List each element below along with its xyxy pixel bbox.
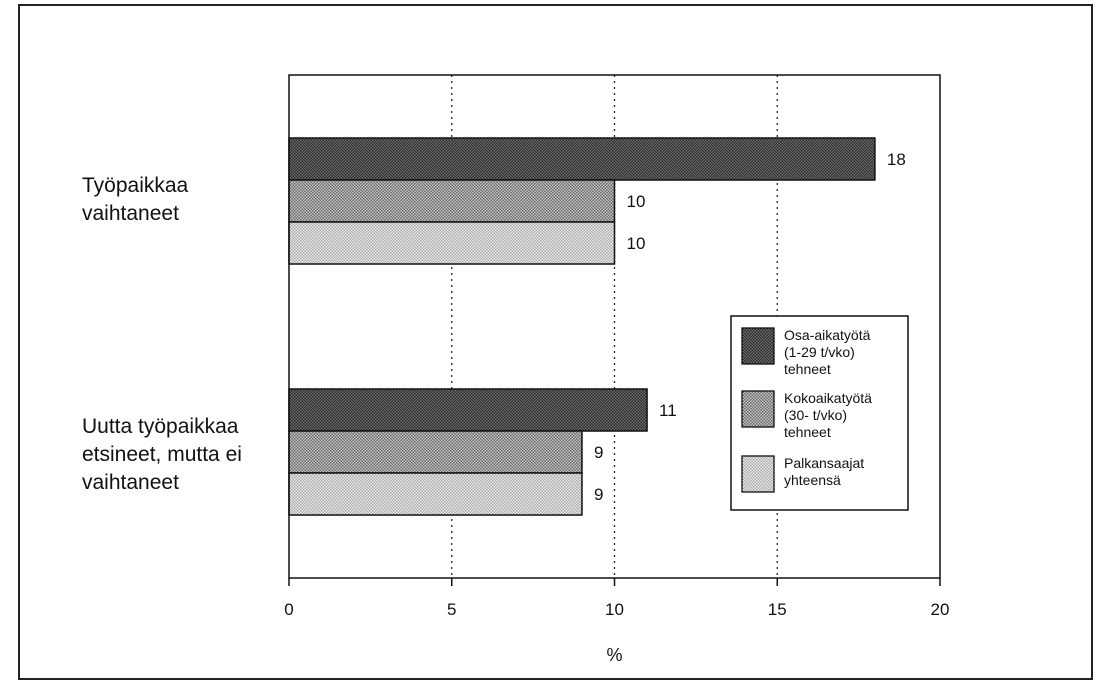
data-label-light-cat0: 10 [627, 234, 646, 253]
bar-dark-cat1 [288, 388, 648, 432]
bar-medium-cat1 [288, 430, 583, 474]
x-tick-label-15: 15 [768, 600, 787, 619]
legend-label-light-line-1: yhteensä [784, 472, 841, 488]
legend-label-medium-line-2: tehneet [784, 424, 831, 440]
category-label-1-line-2: vaihtaneet [82, 471, 179, 494]
category-label-0-line-0: Työpaikkaa [82, 174, 189, 197]
data-label-dark-cat0: 18 [887, 150, 906, 169]
data-label-medium-cat0: 10 [627, 192, 646, 211]
legend-swatch-light [741, 455, 775, 493]
bars [288, 137, 876, 516]
axes: 0 5 10 15 20% [284, 74, 950, 665]
legend-label-dark-line-1: (1-29 t/vko) [784, 344, 855, 360]
legend-label-medium-line-0: Kokoaikatyötä [784, 390, 872, 406]
legend-swatch-dark [741, 327, 775, 365]
x-tick-label-10: 10 [605, 600, 624, 619]
legend: Osa-aikatyötä(1-29 t/vko)tehneetKokoaika… [730, 315, 909, 511]
legend-label-light-line-0: Palkansaajat [784, 455, 864, 471]
category-label-1-line-0: Uutta työpaikkaa [82, 415, 239, 438]
chart-frame [18, 4, 1093, 680]
x-axis-label: % [606, 645, 622, 665]
legend-label-dark-line-2: tehneet [784, 361, 831, 377]
bar-light-cat1 [288, 472, 583, 516]
x-tick-label-5: 5 [447, 600, 456, 619]
legend-label-dark-line-0: Osa-aikatyötä [784, 327, 871, 343]
labels: 18 11 10 9 10 9 Työpaikkaa vaihtaneet Uutta työp… [82, 150, 906, 504]
legend-swatch-medium [741, 390, 775, 428]
category-label-1-line-1: etsineet, mutta ei [82, 443, 242, 466]
legend-label-medium-line-1: (30- t/vko) [784, 407, 847, 423]
x-tick-label-0: 0 [284, 600, 293, 619]
x-tick-label-20: 20 [931, 600, 950, 619]
bar-light-cat0 [288, 221, 616, 265]
data-label-light-cat1: 9 [594, 485, 603, 504]
data-label-dark-cat1: 11 [659, 401, 677, 420]
bar-medium-cat0 [288, 179, 616, 223]
data-label-medium-cat1: 9 [594, 443, 603, 462]
bar-dark-cat0 [288, 137, 876, 181]
category-label-0-line-1: vaihtaneet [82, 202, 179, 225]
